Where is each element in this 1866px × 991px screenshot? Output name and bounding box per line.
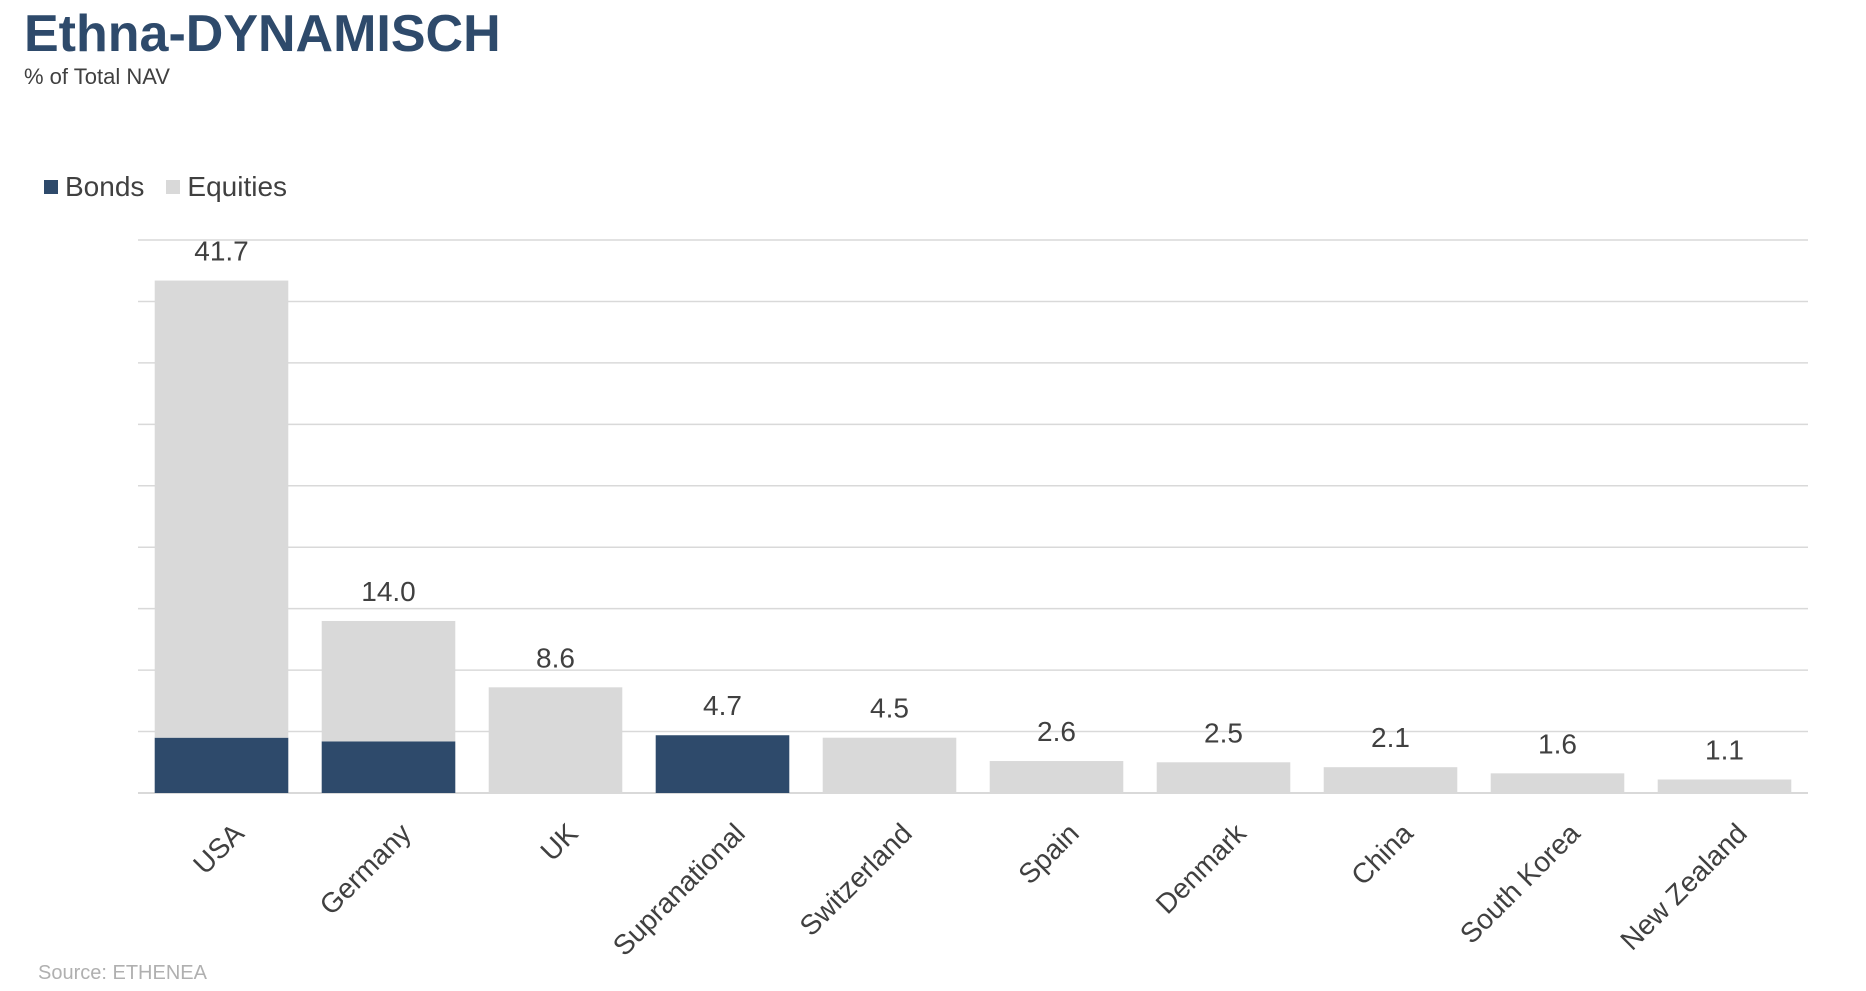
legend-label-equities: Equities: [187, 171, 288, 202]
legend-item-bonds: Bonds: [44, 171, 144, 203]
x-tick-label: Supranational: [607, 817, 751, 961]
bar-equities: [1657, 779, 1792, 793]
data-label: 2.5: [1204, 717, 1243, 748]
data-label: 1.1: [1705, 734, 1744, 765]
x-tick-label: Switzerland: [794, 817, 918, 941]
chart-title: Ethna-DYNAMISCH: [24, 5, 501, 63]
bar-bonds: [321, 741, 456, 793]
bar-bonds: [154, 737, 289, 793]
chart-subtitle: % of Total NAV: [24, 64, 170, 89]
source-note: Source: ETHENEA: [38, 962, 207, 984]
x-tick-label: UK: [534, 817, 584, 867]
legend-swatch-equities: [166, 180, 181, 194]
legend-label-bonds: Bonds: [65, 171, 145, 202]
x-tick-label: Spain: [1012, 817, 1085, 890]
data-label: 2.6: [1037, 716, 1076, 747]
data-label: 14.0: [361, 576, 416, 607]
bar-equities: [321, 620, 456, 742]
legend: Bonds Equities: [44, 171, 309, 203]
bar-bonds: [655, 735, 790, 793]
data-label: 8.6: [536, 642, 575, 673]
bar-equities: [1156, 762, 1291, 793]
x-tick-label: South Korea: [1454, 817, 1586, 949]
data-label: 2.1: [1371, 722, 1410, 753]
data-label: 4.7: [703, 690, 742, 721]
legend-swatch-bonds: [44, 180, 58, 194]
bar-equities: [822, 737, 957, 793]
x-tick-label: Denmark: [1150, 817, 1253, 920]
bar-equities: [154, 280, 289, 738]
data-label: 4.5: [870, 693, 909, 724]
legend-item-equities: Equities: [166, 171, 287, 203]
x-tick-label: USA: [187, 817, 250, 880]
x-tick-label: New Zealand: [1614, 817, 1753, 956]
bar-equities: [1490, 773, 1625, 793]
bar-equities: [989, 761, 1124, 793]
bar-equities: [488, 687, 623, 793]
x-tick-label: China: [1345, 817, 1419, 891]
x-tick-label: Germany: [314, 817, 417, 920]
bar-equities: [1323, 767, 1458, 793]
data-label: 1.6: [1538, 728, 1577, 759]
data-label: 41.7: [194, 236, 249, 267]
